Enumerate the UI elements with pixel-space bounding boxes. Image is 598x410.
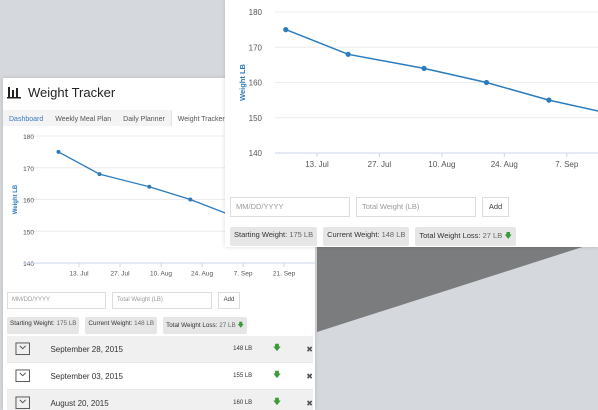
arrow-down-icon: 🡇 bbox=[272, 370, 282, 379]
y-tick-label: 170 bbox=[23, 166, 34, 173]
entry-form-large: MM/DD/YYYY Total Weight (LB) Add bbox=[230, 197, 509, 217]
stats-small: Starting Weight: 175 LB Current Weight: … bbox=[7, 317, 247, 334]
entry-weight: 160 LB bbox=[233, 400, 253, 406]
entry-form-small: MM/DD/YYYY Total Weight (LB) Add bbox=[7, 292, 240, 309]
tab-weekly-meal-plan[interactable]: Weekly Meal Plan bbox=[55, 116, 112, 123]
starting-weight-badge: Starting Weight: 175 LB bbox=[230, 227, 318, 246]
x-tick-label: 27. Jul bbox=[368, 160, 392, 169]
current-weight-badge: Current Weight: 148 LB bbox=[85, 317, 158, 334]
y-axis-label: Weight LB bbox=[238, 63, 247, 101]
scale-icon bbox=[15, 396, 30, 410]
entry-date: August 20, 2015 bbox=[50, 398, 109, 408]
data-point bbox=[345, 51, 351, 57]
y-tick-label: 180 bbox=[23, 134, 34, 141]
weight-input[interactable]: Total Weight (LB) bbox=[356, 197, 476, 217]
data-point bbox=[188, 197, 193, 202]
x-tick-label: 13. Jul bbox=[69, 271, 89, 278]
list-item: August 20, 2015 160 LB 🡇 ✖ bbox=[7, 390, 313, 410]
bar-chart-icon bbox=[7, 87, 21, 99]
close-icon[interactable]: ✖ bbox=[306, 371, 313, 381]
weight-loss-badge: Total Weight Loss: 27 LB 🡇 bbox=[163, 317, 247, 334]
data-point bbox=[56, 149, 61, 154]
data-point bbox=[546, 97, 552, 103]
entry-date: September 28, 2015 bbox=[50, 344, 123, 354]
add-button[interactable]: Add bbox=[482, 197, 509, 217]
x-tick-label: 10. Aug bbox=[428, 160, 455, 169]
y-tick-label: 160 bbox=[23, 198, 34, 205]
x-tick-label: 7. Sep bbox=[234, 271, 253, 278]
list-item: September 28, 2015 148 LB 🡇 ✖ bbox=[7, 336, 313, 363]
starting-weight-badge: Starting Weight: 175 LB bbox=[7, 317, 80, 334]
app-title: Weight Tracker bbox=[28, 84, 116, 100]
entry-weight: 155 LB bbox=[233, 373, 253, 379]
arrow-down-icon: 🡇 bbox=[504, 231, 513, 240]
entry-weight: 148 LB bbox=[233, 346, 253, 352]
arrow-down-icon: 🡇 bbox=[237, 322, 244, 329]
x-tick-label: 21. Sep bbox=[273, 271, 296, 278]
weight-tracker-window-large: 140 150 160 170 180 13. Jul 27. Jul 10. Aug 24. … bbox=[225, 0, 598, 247]
x-tick-label: 7. Sep bbox=[555, 160, 579, 169]
close-icon[interactable]: ✖ bbox=[306, 344, 313, 354]
entries-list: September 28, 2015 148 LB 🡇 ✖ September … bbox=[7, 336, 313, 410]
data-point bbox=[421, 65, 427, 71]
close-icon[interactable]: ✖ bbox=[306, 398, 313, 408]
tab-daily-planner[interactable]: Daily Planner bbox=[123, 116, 165, 123]
x-tick-label: 13. Jul bbox=[305, 160, 329, 169]
y-tick-label: 150 bbox=[249, 114, 263, 123]
date-input[interactable]: MM/DD/YYYY bbox=[7, 292, 106, 309]
scale-icon bbox=[15, 342, 30, 356]
data-point bbox=[147, 184, 152, 189]
weight-chart-large: 140 150 160 170 180 13. Jul 27. Jul 10. Aug 24. … bbox=[225, 0, 598, 195]
y-tick-label: 140 bbox=[23, 261, 34, 268]
stats-large: Starting Weight: 175 LB Current Weight: … bbox=[230, 227, 517, 246]
y-tick-label: 180 bbox=[249, 8, 263, 17]
y-tick-label: 160 bbox=[249, 79, 263, 88]
x-tick-label: 27. Jul bbox=[110, 271, 130, 278]
arrow-down-icon: 🡇 bbox=[272, 343, 282, 352]
x-tick-label: 24. Aug bbox=[491, 160, 518, 169]
y-axis-label: Weight LB bbox=[13, 184, 19, 214]
current-weight-badge: Current Weight: 148 LB bbox=[323, 227, 410, 246]
app-header: Weight Tracker bbox=[3, 78, 315, 106]
list-item: September 03, 2015 155 LB 🡇 ✖ bbox=[7, 363, 313, 390]
y-tick-label: 140 bbox=[249, 149, 263, 158]
tab-dashboard[interactable]: Dashboard bbox=[9, 116, 44, 123]
y-tick-label: 170 bbox=[249, 43, 263, 52]
weight-loss-badge: Total Weight Loss: 27 LB 🡇 bbox=[415, 227, 517, 246]
data-point bbox=[483, 79, 490, 86]
weight-input[interactable]: Total Weight (LB) bbox=[112, 292, 212, 309]
data-point bbox=[97, 172, 102, 177]
x-tick-label: 10. Aug bbox=[150, 271, 172, 278]
y-tick-label: 150 bbox=[23, 229, 34, 236]
scale-icon bbox=[15, 369, 30, 383]
data-point bbox=[283, 27, 289, 33]
x-tick-label: 24. Aug bbox=[191, 271, 213, 278]
add-button[interactable]: Add bbox=[218, 292, 240, 309]
arrow-down-icon: 🡇 bbox=[272, 397, 282, 406]
series-line bbox=[285, 28, 598, 112]
entry-date: September 03, 2015 bbox=[50, 371, 123, 381]
date-input[interactable]: MM/DD/YYYY bbox=[230, 197, 350, 217]
